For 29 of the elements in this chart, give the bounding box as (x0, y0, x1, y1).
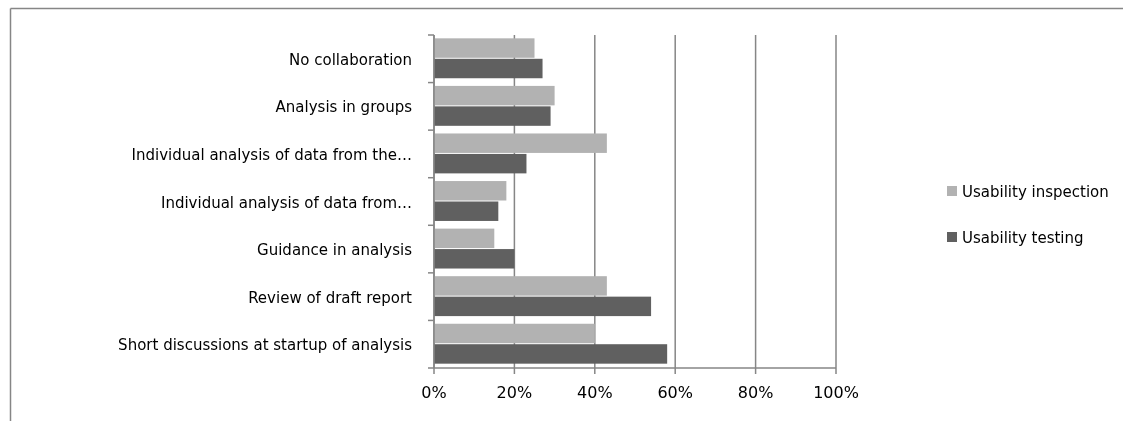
bar (434, 153, 527, 174)
bar (434, 228, 495, 249)
bar (434, 58, 543, 79)
bar (434, 133, 607, 153)
bar (434, 85, 555, 106)
bar (434, 201, 499, 221)
x-tick-label: 40% (577, 383, 613, 402)
y-tick-label: Analysis in groups (275, 98, 413, 117)
bar (434, 323, 595, 344)
legend-label: Usability inspection (962, 183, 1109, 201)
bar (434, 249, 515, 269)
bar (434, 106, 551, 126)
y-tick-label: No collaboration (289, 50, 412, 69)
legend-label: Usability testing (962, 229, 1084, 247)
y-tick-label: Individual analysis of data from the… (131, 145, 412, 164)
x-tick-label: 80% (737, 383, 774, 402)
bar (434, 38, 535, 58)
x-tick-label: 100% (813, 383, 859, 402)
bar (434, 181, 507, 201)
x-tick-label: 0% (421, 383, 447, 402)
bar (434, 276, 607, 296)
y-tick-label: Short discussions at startup of analysis (118, 336, 413, 355)
y-tick-label: Individual analysis of data from… (160, 193, 412, 212)
y-tick-label: Guidance in analysis (257, 241, 413, 260)
x-tick-label: 60% (657, 383, 693, 402)
y-tick-label: Review of draft report (248, 288, 413, 307)
x-tick-label: 20% (496, 383, 533, 402)
bar (434, 344, 668, 364)
bar (434, 296, 652, 317)
